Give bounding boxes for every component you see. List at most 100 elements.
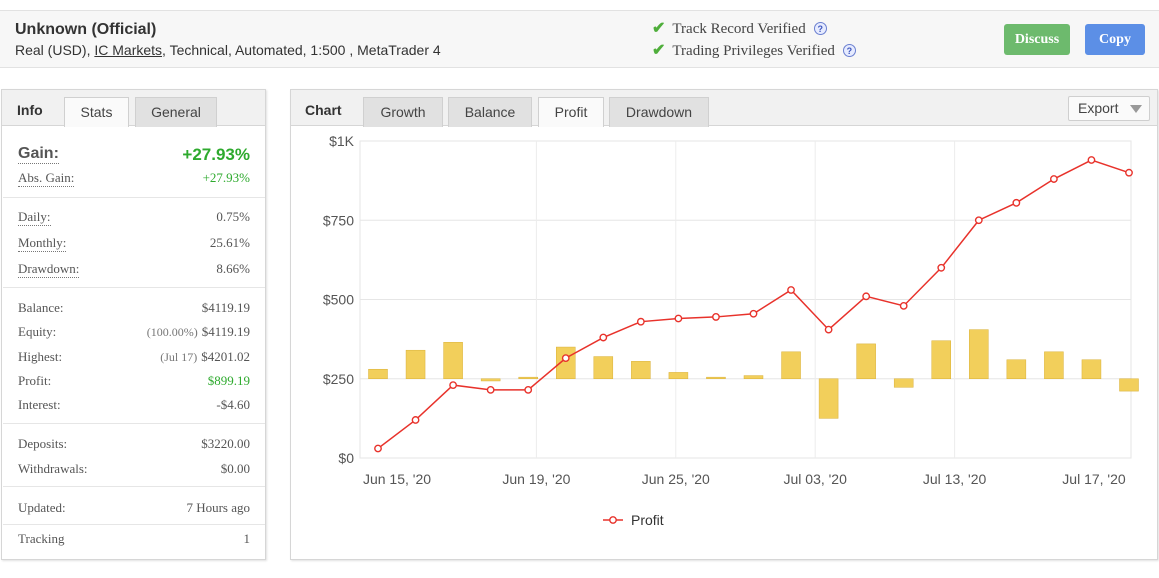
highest-value: (Jul 17) $4201.02 [160,349,250,365]
tab-drawdown[interactable]: Drawdown [609,97,709,127]
profit-point [599,333,608,342]
export-label: Export [1078,100,1119,116]
tab-stats[interactable]: Stats [64,97,129,127]
x-tick-label: Jul 03, '20 [784,471,848,487]
interest-value: -$4.60 [216,397,250,412]
profit-point [524,385,533,394]
chart-tabbar: Chart Growth Balance Profit Drawdown Exp… [291,90,1157,127]
legend-marker [609,516,617,524]
chevron-down-icon [1130,105,1142,113]
x-tick-label: Jun 19, '20 [502,471,570,487]
gain-label[interactable]: Gain: [18,145,59,164]
stat-deposits: Deposits: $3220.00 [18,436,250,454]
track-record-label: Track Record Verified [672,21,806,37]
check-icon: ✔ [652,20,666,37]
drawdown-value: 8.66% [216,261,250,276]
bar [1081,359,1102,379]
tab-profit[interactable]: Profit [538,97,604,127]
bar [743,375,764,380]
copy-button[interactable]: Copy [1085,24,1145,55]
stat-updated: Updated: 7 Hours ago [18,500,250,518]
tracking-label: Tracking [18,531,65,546]
profit-point [712,313,720,321]
profit-point [1125,168,1133,177]
profit-value: $899.19 [207,373,250,388]
bar [1119,378,1139,392]
drawdown-label[interactable]: Drawdown: [18,261,80,278]
profit-point [1087,156,1096,164]
account-header: Unknown (Official) Real (USD), IC Market… [0,10,1159,68]
abs-gain-value: +27.93% [202,170,250,185]
equity-percent: (100.00%) [146,325,198,339]
account-name: Unknown (Official) [15,21,157,38]
profit-point [862,292,871,301]
profit-point [749,309,758,318]
y-tick-label: $250 [323,371,354,387]
x-tick-label: Jul 17, '20 [1062,471,1126,487]
profit-point [636,317,645,326]
x-tick-label: Jul 13, '20 [923,471,987,487]
equity-value: (100.00%) $4119.19 [147,324,250,340]
stat-profit: Profit: $899.19 [18,373,250,391]
updated-value: 7 Hours ago [186,500,250,515]
tab-growth[interactable]: Growth [363,97,443,127]
stat-daily: Daily: 0.75% [18,209,250,227]
stat-interest: Interest: -$4.60 [18,397,250,415]
bar [931,340,951,380]
tab-balance[interactable]: Balance [448,97,532,127]
trading-privileges-label: Trading Privileges Verified [672,43,835,59]
monthly-value: 25.61% [209,235,250,250]
divider [3,486,265,487]
account-details: , Technical, Automated, 1:500 , MetaTrad… [162,42,441,58]
info-panel: Info Stats General Gain: +27.93% Abs. Ga… [1,89,266,560]
bar [368,368,388,380]
balance-label: Balance: [18,300,64,315]
bar [593,356,614,379]
stat-gain: Gain: +27.93% [18,145,250,167]
chart-panel: Chart Growth Balance Profit Drawdown Exp… [290,89,1158,560]
divider [3,524,265,525]
profit-point [824,325,833,334]
info-title: Info [17,102,43,118]
profit-point [1050,175,1058,183]
monthly-label[interactable]: Monthly: [18,235,67,252]
bar [969,329,989,380]
x-tick-label: Jun 25, '20 [642,471,710,487]
highest-date: (Jul 17) [160,350,198,364]
stat-highest: Highest: (Jul 17) $4201.02 [18,349,250,367]
bar [518,376,538,379]
bar [480,378,501,382]
export-dropdown[interactable]: Export [1068,96,1150,121]
help-icon[interactable]: ? [842,44,856,57]
bar [706,376,726,379]
interest-label: Interest: [18,397,61,412]
y-tick-label: $750 [323,212,354,228]
discuss-button[interactable]: Discuss [1004,24,1070,55]
bar [668,372,689,380]
profit-point [561,354,570,363]
daily-value: 0.75% [216,209,250,224]
legend-label: Profit [631,512,664,528]
chart-title: Chart [305,102,342,118]
profit-point [974,216,983,225]
broker-link[interactable]: IC Markets [94,42,163,58]
profit-point [787,286,795,294]
profit-point [449,381,458,389]
stat-abs-gain: Abs. Gain: +27.93% [18,170,250,188]
abs-gain-label[interactable]: Abs. Gain: [18,170,75,187]
updated-label: Updated: [18,500,66,515]
stat-tracking: Tracking 1 [18,531,250,549]
profit-point [674,314,683,323]
daily-label[interactable]: Daily: [18,209,51,226]
bar [1006,359,1027,379]
stat-equity: Equity: (100.00%) $4119.19 [18,324,250,342]
stat-drawdown: Drawdown: 8.66% [18,261,250,279]
highest-amount: $4201.02 [201,349,250,364]
track-record-verified: ✔ Track Record Verified? [652,18,827,38]
help-icon[interactable]: ? [813,22,827,35]
tab-general[interactable]: General [135,97,217,127]
check-icon: ✔ [652,42,666,59]
profit-point [411,416,420,424]
info-tabbar: Info Stats General [2,90,265,127]
equity-label: Equity: [18,324,57,339]
